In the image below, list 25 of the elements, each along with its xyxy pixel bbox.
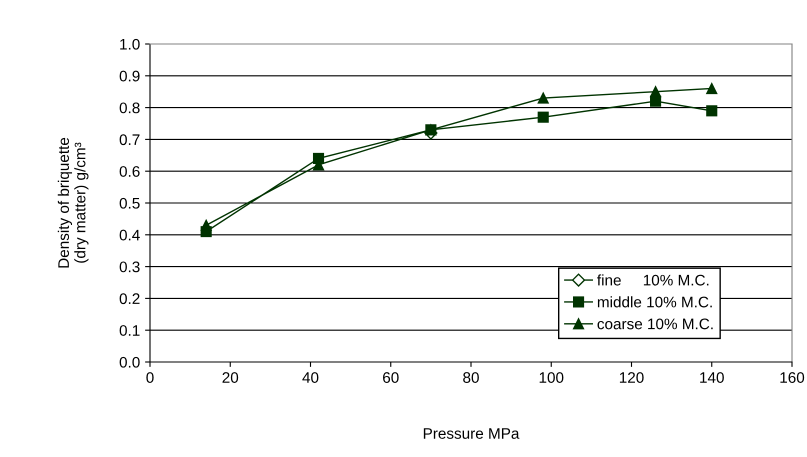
y-axis-title: Density of briquette (dry matter) g/cm³ — [58, 138, 88, 268]
y-tick-label: 0.5 — [120, 198, 140, 209]
x-tick-label: 60 — [383, 372, 399, 383]
x-tick-label: 140 — [700, 372, 724, 383]
x-axis-title: Pressure MPa — [424, 428, 520, 439]
legend-label: fine 10% M.C. — [597, 274, 708, 286]
x-tick-label: 80 — [463, 372, 479, 383]
y-tick-label: 0.3 — [120, 261, 140, 272]
y-tick-label: 0.8 — [120, 102, 140, 114]
legend-label: middle 10% M.C. — [598, 296, 712, 308]
y-tick-label: 0.4 — [120, 230, 140, 240]
x-tick-label: 20 — [222, 372, 238, 383]
x-tick-label: 160 — [780, 372, 804, 383]
x-tick-label: 0 — [146, 372, 154, 383]
y-tick-label: 0.2 — [120, 293, 140, 304]
y-tick-label: 0.6 — [120, 166, 140, 177]
y-tick-label: 1.0 — [120, 38, 140, 50]
x-tick-label: 100 — [540, 372, 564, 383]
legend-label: coarse 10% M.C. — [598, 318, 713, 330]
x-tick-label: 120 — [620, 372, 644, 383]
y-tick-label: 0.7 — [120, 134, 140, 146]
x-tick-label: 40 — [302, 372, 318, 383]
y-tick-label: 0.9 — [120, 70, 140, 82]
y-tick-label: 0.1 — [120, 325, 140, 336]
y-tick-label: 0.0 — [120, 356, 140, 368]
